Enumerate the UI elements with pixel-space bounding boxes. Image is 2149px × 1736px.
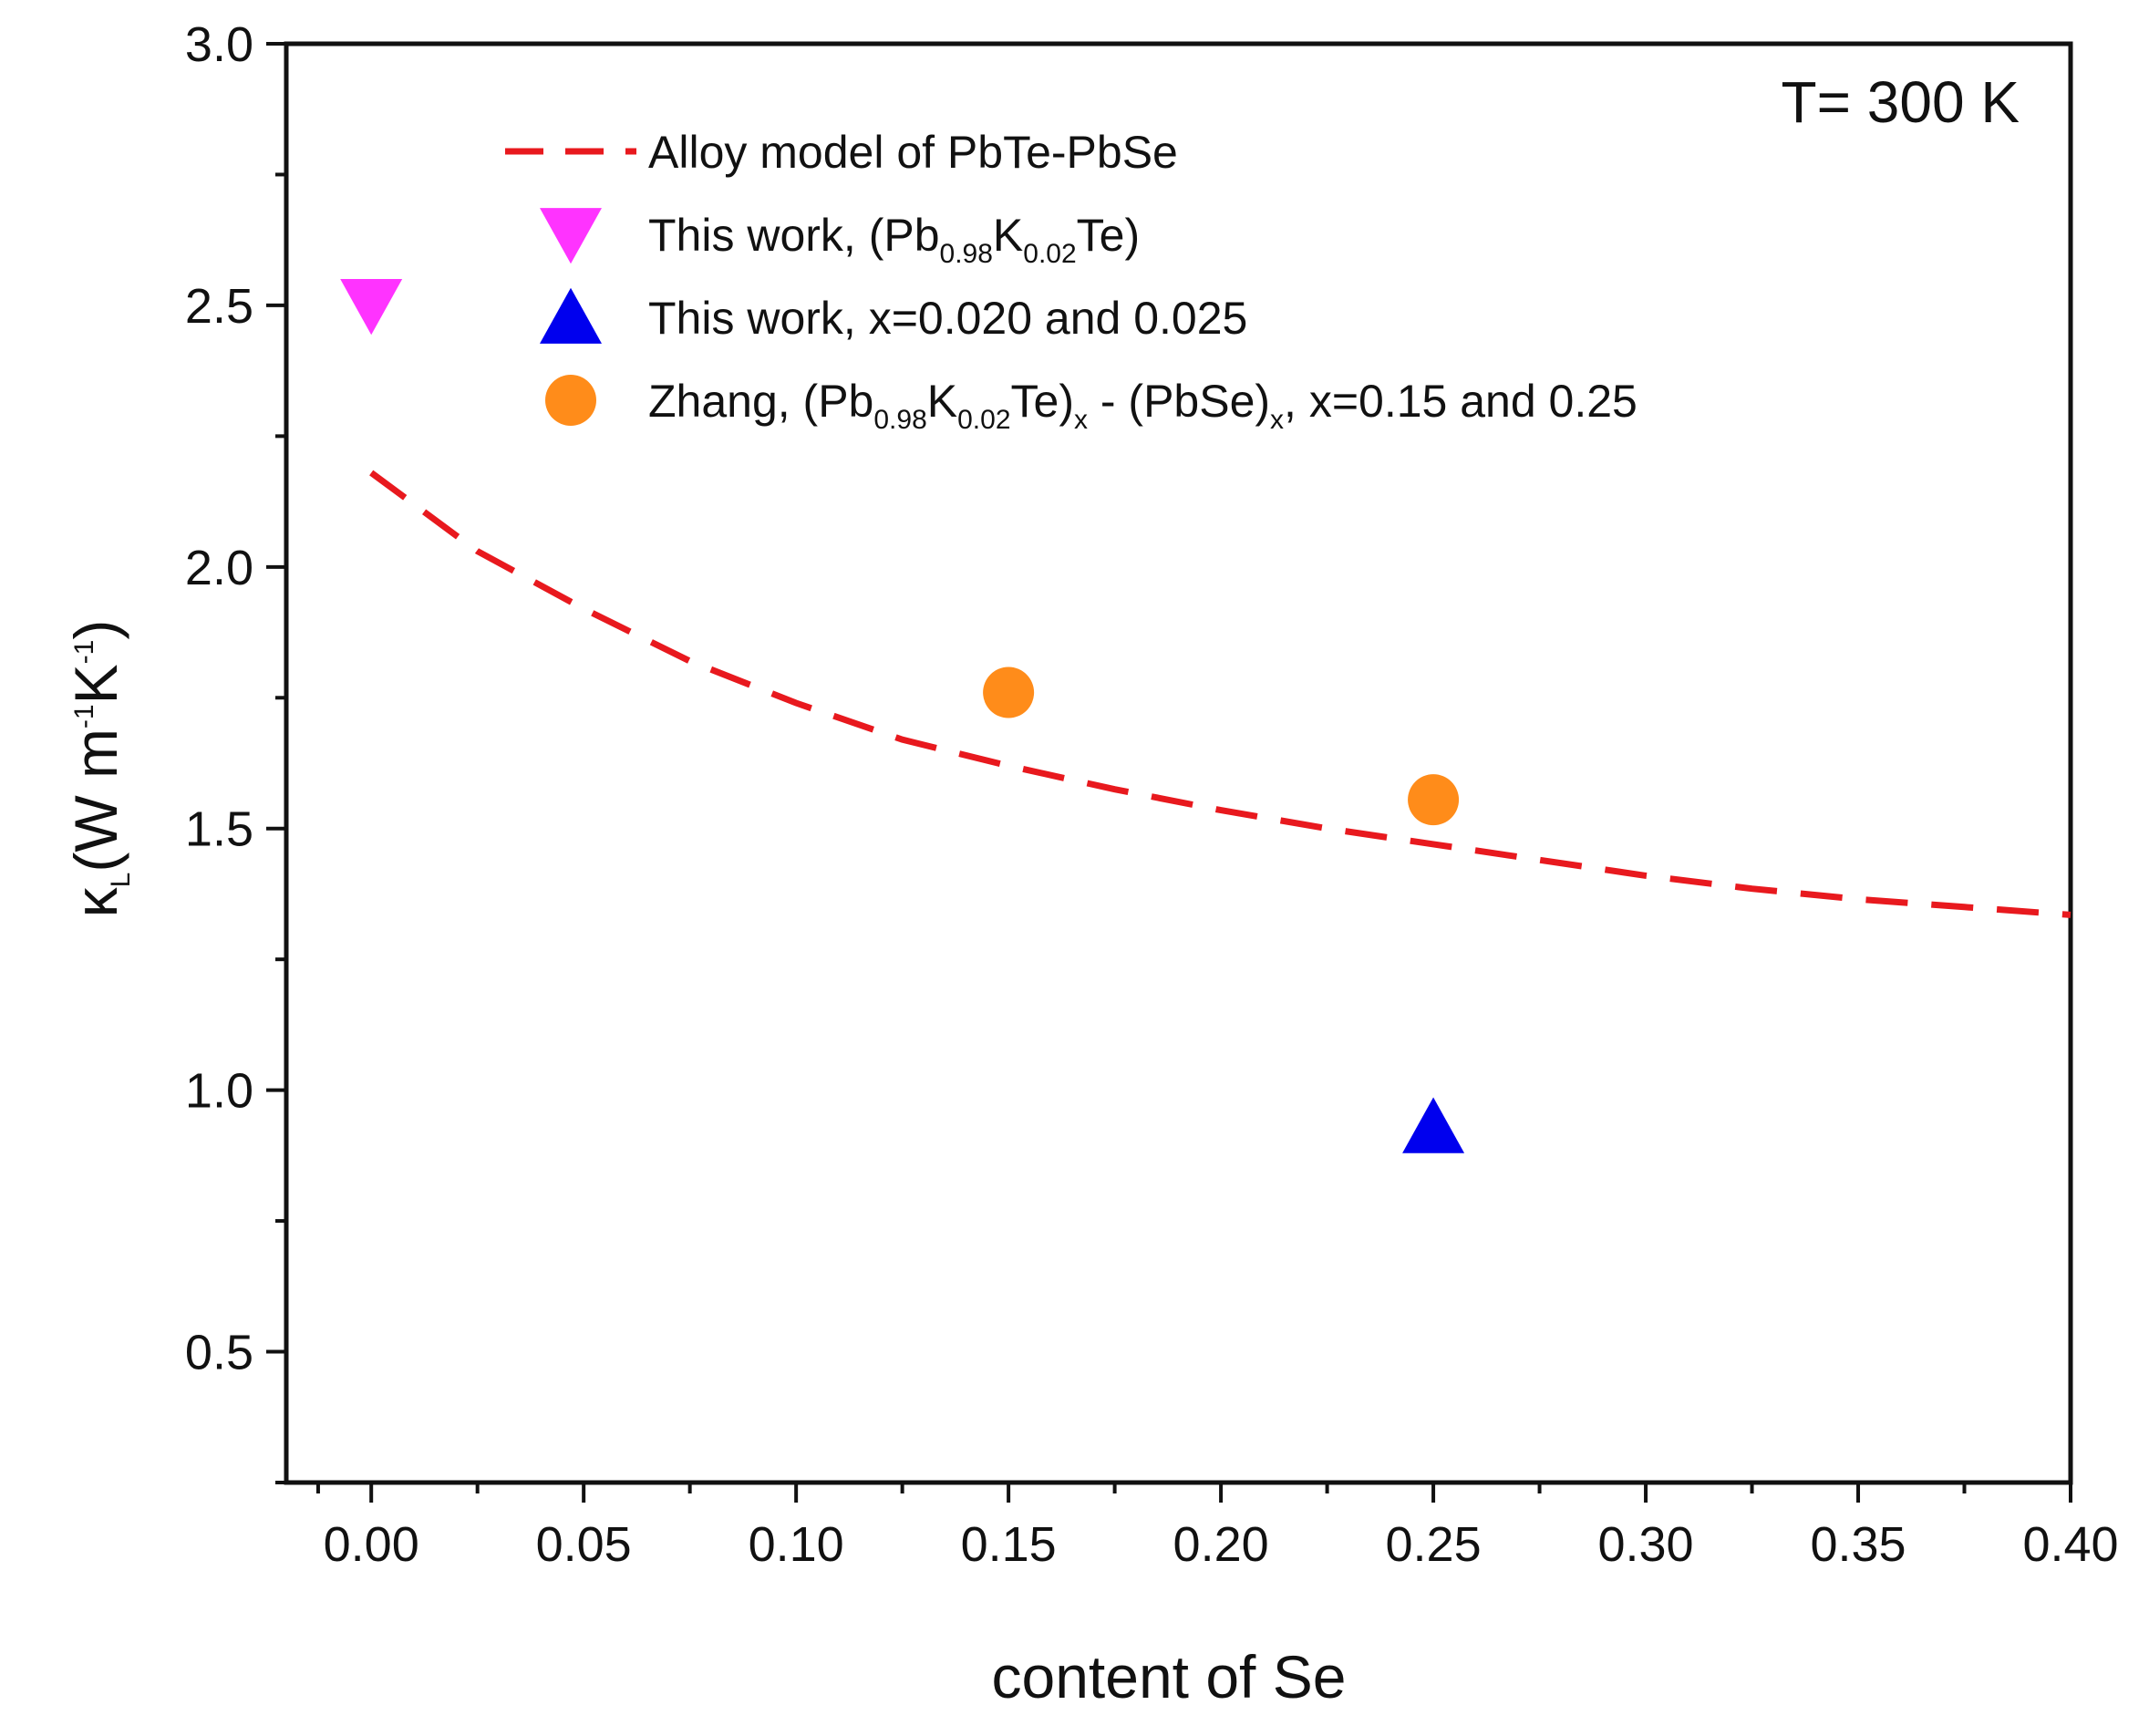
x-axis-title: content of Se (992, 1643, 1347, 1710)
series-2-point (1402, 1097, 1465, 1153)
y-tick-label: 1.5 (185, 802, 253, 857)
x-tick-label: 0.15 (961, 1517, 1057, 1572)
y-tick-label: 0.5 (185, 1326, 253, 1380)
x-tick-label: 0.40 (2022, 1517, 2118, 1572)
y-title-k-exp: -1 (69, 640, 99, 665)
legend-subscript: 0.02 (957, 405, 1010, 435)
y-title-k: K (62, 664, 129, 704)
y-axis: 0.5 1.0 1.5 2.0 2.5 3.0 (185, 17, 286, 1484)
legend-entry: Zhang, (Pb0.98K0.02Te)x - (PbSe)x, x=0.1… (648, 376, 1638, 435)
y-title-close: ) (62, 620, 129, 640)
legend-marker-triangle-down (540, 208, 602, 264)
legend-text-part: This work, x=0.020 and 0.025 (648, 293, 1247, 344)
legend-text-part: - (PbSe) (1088, 376, 1270, 427)
y-title-units: (W m (62, 728, 129, 873)
x-tick-label: 0.30 (1597, 1517, 1693, 1572)
y-tick-label: 2.5 (185, 279, 253, 334)
series-1-point (340, 279, 403, 336)
series-3-point (1408, 774, 1460, 826)
x-tick-label: 0.10 (749, 1517, 844, 1572)
legend-entry: This work, x=0.020 and 0.025 (648, 293, 1247, 344)
legend-marker-circle (545, 375, 596, 426)
x-tick-label: 0.35 (1810, 1517, 1906, 1572)
legend-subscript: 0.98 (873, 405, 926, 435)
y-tick-label: 3.0 (185, 17, 253, 72)
plot-area (284, 41, 2073, 1485)
legend-entry: Alloy model of PbTe-PbSe (648, 127, 1178, 178)
series-3-point (983, 666, 1035, 718)
legend-subscript: x (1270, 405, 1284, 435)
legend-text-part: K (993, 210, 1023, 261)
y-tick-label: 1.0 (185, 1064, 253, 1119)
legend-text-part: Te) (1077, 210, 1140, 261)
y-title-kappa: κ (62, 886, 129, 917)
alloy-model-curve (369, 470, 2072, 918)
y-tick-label: 2.0 (185, 541, 253, 595)
legend-text-part: , x=0.15 and 0.25 (1284, 376, 1638, 427)
legend-subscript: x (1074, 405, 1088, 435)
legend-text-part: This work, (Pb (648, 210, 940, 261)
x-axis: 0.00 0.05 0.10 0.15 0.20 0.25 0.30 0.35 0.40 (315, 1483, 2119, 1572)
x-tick-label: 0.00 (324, 1517, 419, 1572)
y-title-m-exp: -1 (69, 704, 99, 728)
y-title-kappa-sub: L (106, 873, 136, 888)
legend-text-part: Zhang, (Pb (648, 376, 873, 427)
legend-marker-triangle-up (540, 287, 602, 344)
legend-text-part: Alloy model of PbTe-PbSe (648, 127, 1178, 178)
legend-text-part: Te) (1011, 376, 1074, 427)
legend-text-part: K (927, 376, 957, 427)
y-axis-title: κL(W m-1K-1) (62, 620, 136, 918)
legend-entry: This work, (Pb0.98K0.02Te) (648, 210, 1140, 269)
series-layer (340, 279, 2072, 1153)
x-tick-label: 0.20 (1173, 1517, 1269, 1572)
temperature-annotation: T= 300 K (1782, 69, 2020, 135)
x-tick-label: 0.25 (1386, 1517, 1482, 1572)
x-tick-label: 0.05 (536, 1517, 632, 1572)
plot-frame (284, 41, 2073, 1485)
legend-subscript: 0.98 (940, 239, 993, 269)
legend-subscript: 0.02 (1023, 239, 1076, 269)
